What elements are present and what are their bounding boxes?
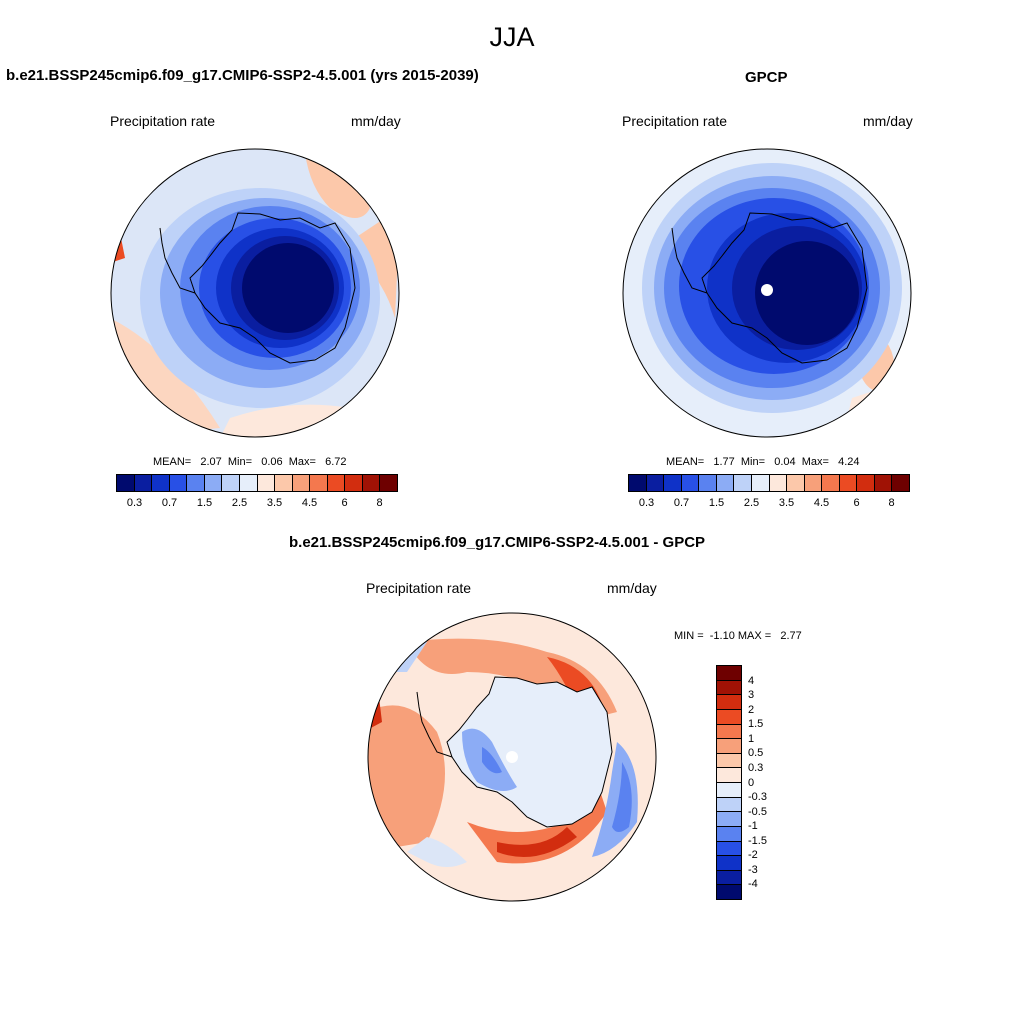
model-colorbar-swatch xyxy=(345,475,363,491)
diff-colorbar-swatch xyxy=(717,724,741,740)
diff-colorbar-swatch xyxy=(717,680,741,696)
diff-colorbar-tick-label: 0 xyxy=(748,776,755,789)
diff-colorbar-swatch xyxy=(717,841,741,857)
obs-colorbar-tick-label: 6 xyxy=(853,497,860,509)
obs-colorbar-swatch xyxy=(787,475,805,491)
diff-units-label: mm/day xyxy=(607,580,657,596)
model-units-label: mm/day xyxy=(351,113,401,129)
model-colorbar-swatch xyxy=(310,475,328,491)
obs-colorbar-tick-label: 2.5 xyxy=(743,497,760,509)
model-colorbar-tick-label: 2.5 xyxy=(231,497,248,509)
obs-colorbar-swatch xyxy=(664,475,682,491)
model-colorbar-swatch xyxy=(204,475,223,491)
model-colorbar-tick-label: 3.5 xyxy=(266,497,283,509)
obs-colorbar-swatch xyxy=(857,475,875,491)
diff-colorbar-swatch xyxy=(717,753,741,769)
model-colorbar-tick-label: 8 xyxy=(376,497,383,509)
model-colorbar-tick-label: 0.7 xyxy=(161,497,178,509)
obs-colorbar-tick-label: 8 xyxy=(888,497,895,509)
diff-colorbar-tick-label: -1.5 xyxy=(748,834,767,847)
model-colorbar-swatch xyxy=(169,475,188,491)
model-panel-title: b.e21.BSSP245cmip6.f09_g17.CMIP6-SSP2-4.… xyxy=(6,67,479,84)
model-polar-map xyxy=(110,148,400,438)
obs-colorbar-swatch xyxy=(629,475,647,491)
obs-colorbar-swatch xyxy=(804,475,823,491)
diff-colorbar xyxy=(716,665,742,900)
obs-colorbar-swatch xyxy=(839,475,858,491)
model-colorbar-swatch xyxy=(292,475,311,491)
obs-colorbar-swatch xyxy=(822,475,840,491)
diff-colorbar-tick-label: 3 xyxy=(748,689,755,702)
obs-variable-label: Precipitation rate xyxy=(622,113,728,129)
diff-colorbar-swatch xyxy=(717,797,741,813)
obs-colorbar-swatch xyxy=(646,475,665,491)
diff-polar-map xyxy=(367,612,657,902)
diff-colorbar-tick-label: -0.3 xyxy=(748,791,767,804)
diff-colorbar-swatch xyxy=(717,709,741,725)
obs-panel-title: GPCP xyxy=(745,69,788,86)
model-colorbar-swatch xyxy=(275,475,293,491)
diff-colorbar-swatch xyxy=(717,826,741,842)
model-colorbar-swatch xyxy=(187,475,205,491)
diff-colorbar-tick-label: 2 xyxy=(748,703,755,716)
obs-units-label: mm/day xyxy=(863,113,913,129)
diff-colorbar-tick-label: -4 xyxy=(748,878,758,891)
diff-colorbar-tick-label: 1.5 xyxy=(748,718,764,731)
diff-colorbar-tick-label: 4 xyxy=(748,674,755,687)
model-colorbar-swatch xyxy=(327,475,346,491)
obs-colorbar-swatch xyxy=(699,475,717,491)
diff-colorbar-swatch xyxy=(717,666,741,681)
diff-panel-title: b.e21.BSSP245cmip6.f09_g17.CMIP6-SSP2-4.… xyxy=(289,534,706,551)
diff-colorbar-swatch xyxy=(717,885,741,899)
obs-colorbar-swatch xyxy=(681,475,700,491)
obs-polar-map xyxy=(622,148,912,438)
diff-colorbar-swatch xyxy=(717,812,741,827)
model-colorbar-swatch xyxy=(380,475,397,491)
diff-colorbar-tick-label: 1 xyxy=(748,732,755,745)
diff-variable-label: Precipitation rate xyxy=(366,580,472,596)
figure-title: JJA xyxy=(489,22,535,52)
obs-colorbar-swatch xyxy=(892,475,909,491)
model-colorbar-swatch xyxy=(362,475,381,491)
diff-stats: MIN = -1.10 MAX = 2.77 xyxy=(674,630,802,642)
model-colorbar-swatch xyxy=(152,475,170,491)
diff-colorbar-tick-label: -0.5 xyxy=(748,805,767,818)
obs-colorbar-tick-label: 0.7 xyxy=(673,497,690,509)
model-colorbar-swatch xyxy=(117,475,135,491)
model-stats: MEAN= 2.07 Min= 0.06 Max= 6.72 xyxy=(153,456,347,468)
diff-colorbar-tick-label: -2 xyxy=(748,849,758,862)
diff-colorbar-swatch xyxy=(717,856,741,871)
model-colorbar-swatch xyxy=(257,475,276,491)
obs-colorbar-tick-label: 4.5 xyxy=(813,497,830,509)
obs-colorbar-swatch xyxy=(769,475,788,491)
model-colorbar-tick-label: 1.5 xyxy=(196,497,213,509)
obs-colorbar-tick-label: 0.3 xyxy=(638,497,655,509)
diff-colorbar-swatch xyxy=(717,768,741,783)
diff-colorbar-tick-label: 0.3 xyxy=(748,761,764,774)
model-colorbar-tick-label: 0.3 xyxy=(126,497,143,509)
obs-colorbar-swatch xyxy=(734,475,752,491)
obs-colorbar-swatch xyxy=(716,475,735,491)
model-colorbar xyxy=(116,474,398,492)
diff-colorbar-tick-label: -3 xyxy=(748,863,758,876)
diff-colorbar-swatch xyxy=(717,870,741,886)
diff-colorbar-tick-label: 0.5 xyxy=(748,747,764,760)
diff-colorbar-swatch xyxy=(717,783,741,798)
model-colorbar-swatch xyxy=(239,475,258,491)
diff-colorbar-swatch xyxy=(717,695,741,710)
diff-colorbar-swatch xyxy=(717,739,741,754)
obs-colorbar-swatch xyxy=(751,475,770,491)
obs-colorbar-tick-label: 3.5 xyxy=(778,497,795,509)
model-colorbar-swatch xyxy=(134,475,153,491)
obs-colorbar-swatch xyxy=(874,475,893,491)
model-variable-label: Precipitation rate xyxy=(110,113,216,129)
obs-colorbar xyxy=(628,474,910,492)
diff-colorbar-tick-label: -1 xyxy=(748,820,758,833)
obs-colorbar-tick-label: 1.5 xyxy=(708,497,725,509)
model-colorbar-tick-label: 6 xyxy=(341,497,348,509)
model-colorbar-swatch xyxy=(222,475,240,491)
obs-stats: MEAN= 1.77 Min= 0.04 Max= 4.24 xyxy=(666,456,860,468)
model-colorbar-tick-label: 4.5 xyxy=(301,497,318,509)
